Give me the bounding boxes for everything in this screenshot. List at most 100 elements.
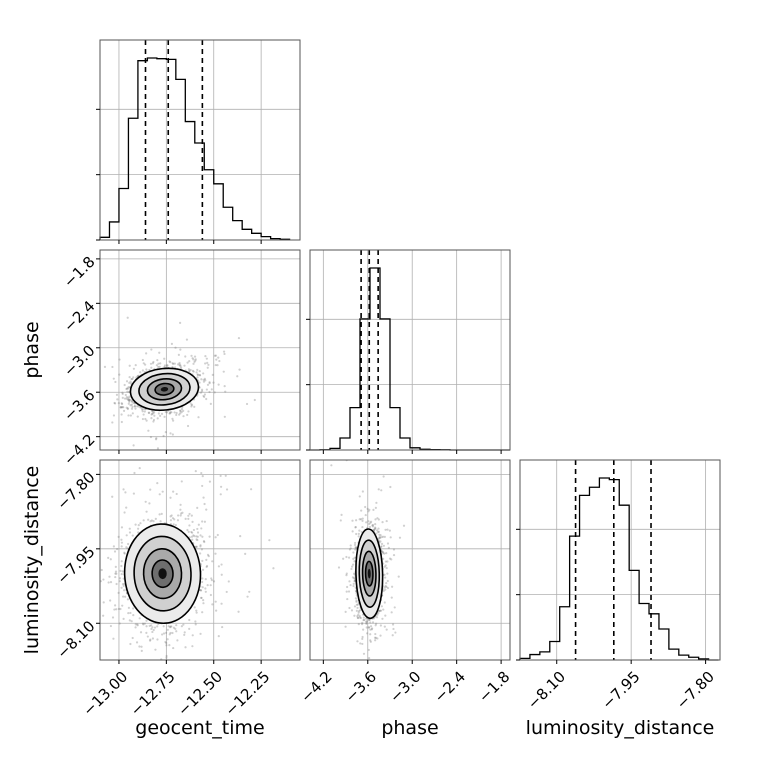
sample-point (209, 593, 212, 597)
sample-point (356, 616, 359, 619)
sample-point (361, 621, 364, 624)
sample-point (203, 665, 205, 667)
sample-point (365, 521, 368, 524)
sample-point (155, 437, 158, 440)
sample-point (165, 644, 168, 647)
sample-point (165, 411, 169, 414)
sample-point (368, 522, 371, 526)
sample-point (380, 536, 383, 539)
sample-point (174, 627, 177, 630)
sample-point (393, 606, 396, 609)
sample-point (125, 380, 129, 383)
sample-point (148, 502, 151, 505)
sample-point (355, 532, 358, 536)
sample-point (224, 390, 227, 393)
sample-point (358, 518, 361, 521)
sample-point (358, 616, 362, 619)
sample-point (353, 556, 356, 559)
sample-point (114, 575, 117, 579)
sample-point (122, 488, 125, 491)
hist-panel-luminosity_distance (516, 459, 721, 664)
sample-point (175, 492, 178, 496)
sample-point (391, 634, 394, 637)
sample-point (133, 471, 136, 475)
sample-point (183, 364, 186, 367)
sample-point (357, 613, 360, 616)
sample-point (169, 625, 172, 629)
sample-point (359, 667, 361, 669)
sample-point (374, 527, 377, 530)
sample-point (160, 512, 163, 515)
sample-point (145, 631, 148, 634)
sample-point (205, 565, 208, 569)
sample-point (122, 406, 125, 409)
sample-point (156, 481, 159, 485)
sample-point (386, 560, 389, 563)
sample-point (141, 410, 144, 413)
sample-point (195, 545, 198, 548)
sample-point (182, 415, 185, 418)
sample-point (369, 521, 372, 524)
sample-point (126, 316, 129, 319)
sample-point (151, 630, 154, 634)
sample-point (201, 520, 204, 523)
sample-point (120, 413, 123, 416)
sample-point (111, 365, 114, 369)
sample-point (157, 362, 160, 365)
sample-point (190, 354, 193, 357)
sample-point (202, 602, 205, 605)
sample-point (119, 569, 122, 572)
sample-point (383, 625, 386, 628)
sample-point (179, 409, 182, 412)
sample-point (214, 600, 217, 603)
sample-point (375, 532, 378, 535)
sample-point (221, 625, 224, 629)
sample-point (111, 495, 114, 498)
sample-point (380, 550, 384, 553)
sample-point (175, 630, 178, 633)
sample-point (109, 599, 112, 602)
sample-point (142, 407, 145, 411)
sample-point (152, 520, 155, 523)
sample-point (183, 631, 186, 634)
sample-point (382, 544, 385, 547)
sample-point (389, 536, 392, 539)
y-tick-label: −1.8 (60, 253, 98, 291)
sample-point (184, 355, 187, 358)
sample-point (388, 557, 392, 560)
sample-point (369, 621, 372, 624)
sample-point (47, 388, 49, 390)
sample-point (151, 637, 155, 640)
sample-point (160, 633, 164, 636)
sample-point (130, 377, 133, 381)
sample-point (127, 386, 130, 389)
sample-point (190, 514, 193, 517)
sample-point (146, 746, 148, 748)
sample-point (165, 641, 168, 645)
sample-point (111, 421, 114, 424)
sample-point (330, 464, 333, 467)
sample-point (158, 513, 161, 516)
sample-point (356, 640, 359, 643)
sample-point (167, 625, 170, 628)
sample-point (171, 631, 174, 635)
sample-point (375, 616, 379, 619)
sample-point (353, 543, 357, 547)
sample-point (209, 402, 212, 405)
sample-point (128, 381, 131, 384)
y-tick-label: −7.80 (53, 468, 98, 513)
sample-point (371, 523, 375, 527)
sample-point (349, 583, 352, 587)
sample-point (367, 648, 370, 652)
y-axis-label-phase: phase (21, 321, 43, 378)
sample-point (134, 623, 137, 626)
sample-point (208, 480, 212, 483)
sample-point (204, 355, 207, 358)
sample-point (125, 546, 128, 549)
sample-point (378, 445, 380, 447)
sample-point (220, 602, 223, 605)
sample-point (182, 623, 185, 626)
sample-point (171, 417, 174, 420)
sample-point (143, 622, 147, 625)
